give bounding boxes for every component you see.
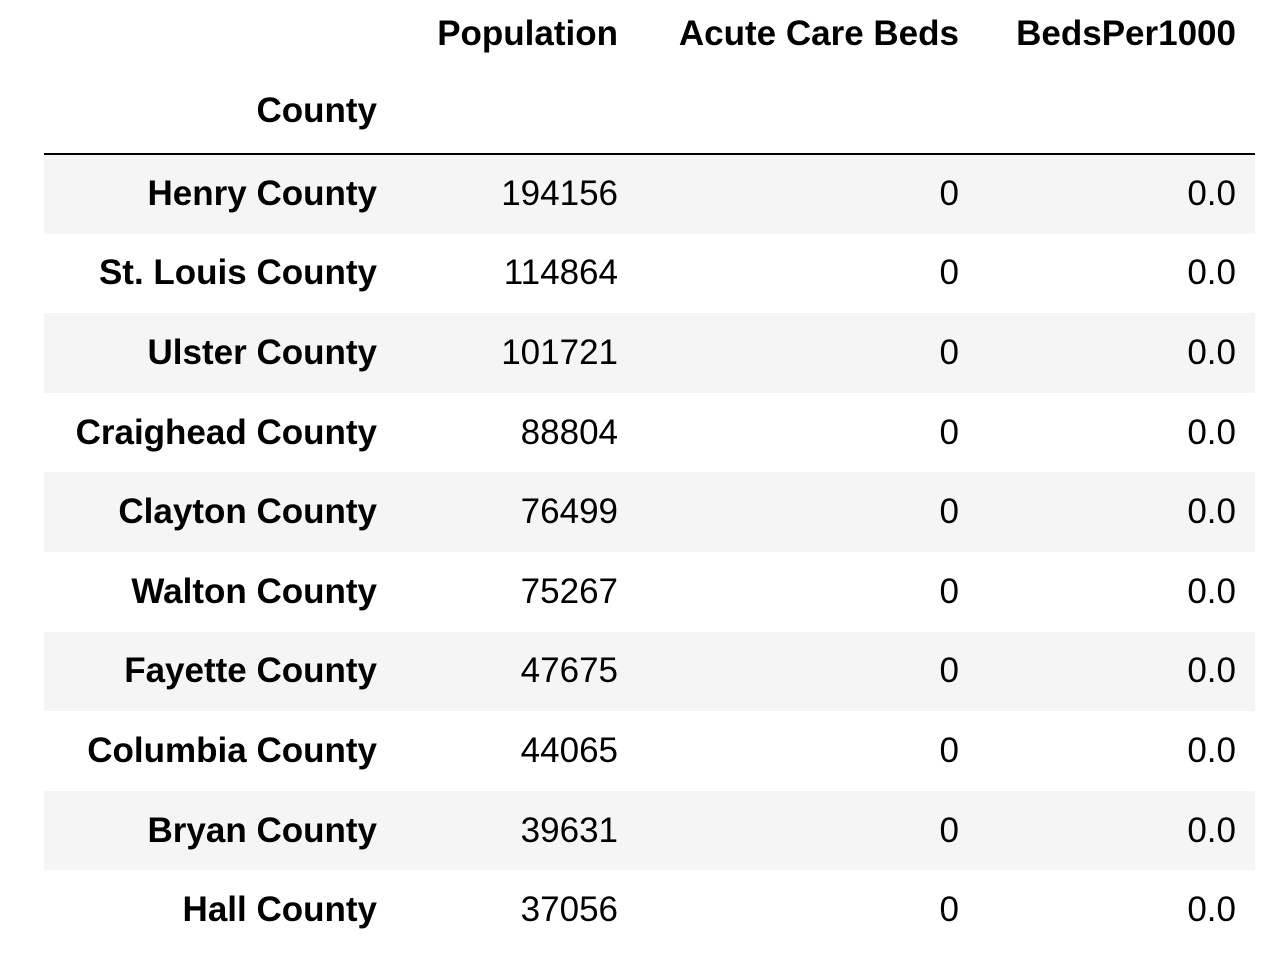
per1000-cell: 0.0 [1187, 890, 1236, 930]
county-cell: Walton County [131, 571, 377, 611]
beds-cell: 0 [939, 571, 959, 611]
population-cell: 37056 [520, 890, 618, 930]
table-row: Hall County 37056 0 0.0 [44, 870, 1255, 950]
county-cell: Ulster County [147, 332, 377, 372]
per1000-cell: 0.0 [1187, 332, 1236, 372]
population-cell: 47675 [520, 651, 618, 691]
county-cell: Clayton County [118, 492, 377, 532]
per1000-cell: 0.0 [1187, 810, 1236, 850]
index-name-row: County [44, 68, 1255, 155]
county-cell: Hall County [182, 890, 377, 930]
population-cell: 194156 [501, 174, 618, 214]
table-header: Population Acute Care Beds BedsPer1000 C… [44, 0, 1255, 155]
index-name-blank [978, 68, 1255, 155]
table-row: Henry County 194156 0 0.0 [44, 154, 1255, 234]
header-blank [44, 0, 396, 68]
table-row: St. Louis County 114864 0 0.0 [44, 233, 1255, 314]
table-body: Henry County 194156 0 0.0 St. Louis Coun… [44, 154, 1255, 950]
per1000-cell: 0.0 [1187, 253, 1236, 293]
population-cell: 114864 [503, 253, 618, 293]
table-row: Bryan County 39631 0 0.0 [44, 790, 1255, 871]
beds-cell: 0 [939, 730, 959, 770]
beds-cell: 0 [939, 253, 959, 293]
header-beds-per-1000: BedsPer1000 [1016, 14, 1236, 53]
beds-cell: 0 [939, 412, 959, 452]
table-row: Columbia County 44065 0 0.0 [44, 711, 1255, 791]
population-cell: 101721 [501, 332, 618, 372]
population-cell: 88804 [520, 412, 618, 452]
population-cell: 75267 [520, 571, 618, 611]
table-row: Ulster County 101721 0 0.0 [44, 313, 1255, 393]
county-cell: Columbia County [87, 730, 377, 770]
population-cell: 76499 [520, 492, 618, 532]
county-cell: Craighead County [75, 412, 377, 452]
beds-cell: 0 [939, 810, 959, 850]
table-row: Walton County 75267 0 0.0 [44, 551, 1255, 632]
beds-cell: 0 [939, 890, 959, 930]
index-name: County [44, 68, 396, 155]
beds-cell: 0 [939, 174, 959, 214]
column-header-row: Population Acute Care Beds BedsPer1000 [44, 0, 1255, 68]
table-row: Craighead County 88804 0 0.0 [44, 392, 1255, 473]
header-population: Population [437, 14, 618, 53]
table-row: Clayton County 76499 0 0.0 [44, 472, 1255, 552]
per1000-cell: 0.0 [1187, 174, 1236, 214]
header-acute-care-beds: Acute Care Beds [678, 14, 959, 53]
county-cell: St. Louis County [98, 253, 377, 293]
county-cell: Henry County [147, 174, 377, 214]
index-name-blank [396, 68, 637, 155]
county-cell: Bryan County [147, 810, 377, 850]
population-cell: 44065 [520, 730, 618, 770]
index-name-blank [637, 68, 978, 155]
table-row: Fayette County 47675 0 0.0 [44, 631, 1255, 712]
county-beds-table: Population Acute Care Beds BedsPer1000 C… [44, 0, 1255, 950]
per1000-cell: 0.0 [1187, 492, 1236, 532]
population-cell: 39631 [520, 810, 618, 850]
per1000-cell: 0.0 [1187, 571, 1236, 611]
beds-cell: 0 [939, 332, 959, 372]
per1000-cell: 0.0 [1187, 412, 1236, 452]
beds-cell: 0 [939, 651, 959, 691]
per1000-cell: 0.0 [1187, 651, 1236, 691]
county-cell: Fayette County [124, 651, 377, 691]
beds-cell: 0 [939, 492, 959, 532]
per1000-cell: 0.0 [1187, 730, 1236, 770]
